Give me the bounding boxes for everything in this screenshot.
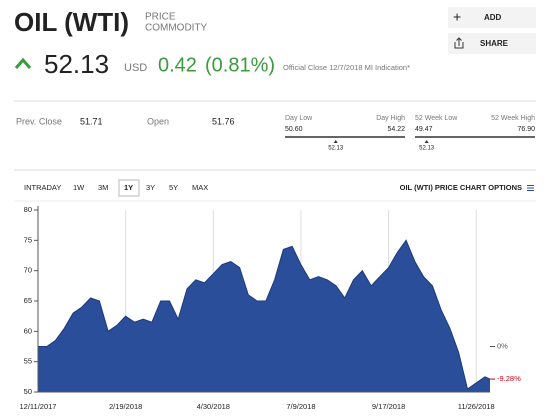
tab[interactable]: INTRADAY	[24, 183, 61, 192]
button-label: ADD	[484, 13, 502, 22]
change: 0.42	[158, 54, 197, 76]
stat-label: Prev. Close	[16, 116, 62, 126]
y-tick-label: 55	[24, 357, 32, 366]
x-tick-label: 7/9/2018	[286, 402, 315, 411]
range-label: 52 Week Low	[415, 115, 458, 122]
tab[interactable]: 1W	[73, 183, 85, 192]
range-label: Day Low	[285, 115, 313, 122]
kind: COMMODITY	[145, 23, 208, 34]
y-tick-label: 75	[24, 235, 32, 244]
share-icon	[454, 37, 464, 49]
ranges: Day Low Day High 50.60 54.22 52.13 52 Week Lo…	[285, 115, 535, 152]
tab-active	[118, 179, 140, 197]
currency: USD	[124, 62, 147, 74]
kind: PRICE	[145, 12, 176, 23]
range-low: 50.60	[285, 126, 303, 133]
x-tick-label: 2/19/2018	[109, 402, 142, 411]
button-label: SHARE	[480, 39, 509, 48]
area	[38, 240, 490, 392]
tabs: INTRADAY 1W 3M 1Y 3Y 5Y MAX	[24, 179, 208, 197]
y-tick-label: 50	[24, 387, 32, 396]
chart: 12/11/2017 2/19/2018 4/30/2018 7/9/2018 9/17…	[20, 205, 522, 411]
stat-label: Open	[147, 116, 169, 126]
button-bg	[448, 33, 536, 54]
range-high: 54.22	[387, 126, 405, 133]
tab[interactable]: 1Y	[124, 183, 133, 192]
y-tick-label: 65	[24, 296, 32, 305]
tab[interactable]: 3Y	[146, 183, 155, 192]
price: 52.13	[44, 49, 109, 79]
range-label: 52 Week High	[491, 115, 535, 122]
range-marker-label: 52.13	[419, 146, 435, 152]
range-label: Day High	[376, 115, 405, 122]
x-tick-label: 4/30/2018	[197, 402, 230, 411]
change-pct: (0.81%)	[205, 54, 275, 76]
y-tick-label: 60	[24, 326, 32, 335]
range-marker	[424, 140, 429, 143]
stat-value: 51.76	[212, 116, 235, 126]
options-icon	[527, 185, 534, 191]
range-high: 76.90	[517, 126, 535, 133]
plus-icon: +	[453, 9, 461, 25]
note: Official Close 12/7/2018 MI Indication*	[283, 63, 410, 72]
button-bg	[448, 7, 536, 28]
add-button[interactable]: + ADD	[448, 7, 536, 28]
x-tick-label: 12/11/2017	[20, 402, 57, 411]
annotation: 0%	[497, 341, 508, 350]
share-button[interactable]: SHARE	[448, 33, 536, 54]
x-tick-label: 11/26/2018	[458, 402, 495, 411]
tab[interactable]: 5Y	[169, 183, 178, 192]
tab[interactable]: MAX	[192, 183, 208, 192]
line	[38, 239, 491, 390]
range-marker	[333, 140, 338, 143]
y-tick-label: 80	[24, 205, 32, 214]
stat-value: 51.71	[80, 116, 103, 126]
range-marker-label: 52.13	[328, 146, 344, 152]
title: OIL (WTI)	[14, 7, 129, 37]
annotation: -9.28%	[497, 374, 521, 383]
up-arrow	[14, 57, 32, 69]
chart-options[interactable]: OIL (WTI) PRICE CHART OPTIONS	[400, 183, 522, 192]
range-low: 49.47	[415, 126, 433, 133]
tab[interactable]: 3M	[98, 183, 108, 192]
x-tick-label: 9/17/2018	[372, 402, 405, 411]
y-tick-label: 70	[24, 266, 32, 275]
